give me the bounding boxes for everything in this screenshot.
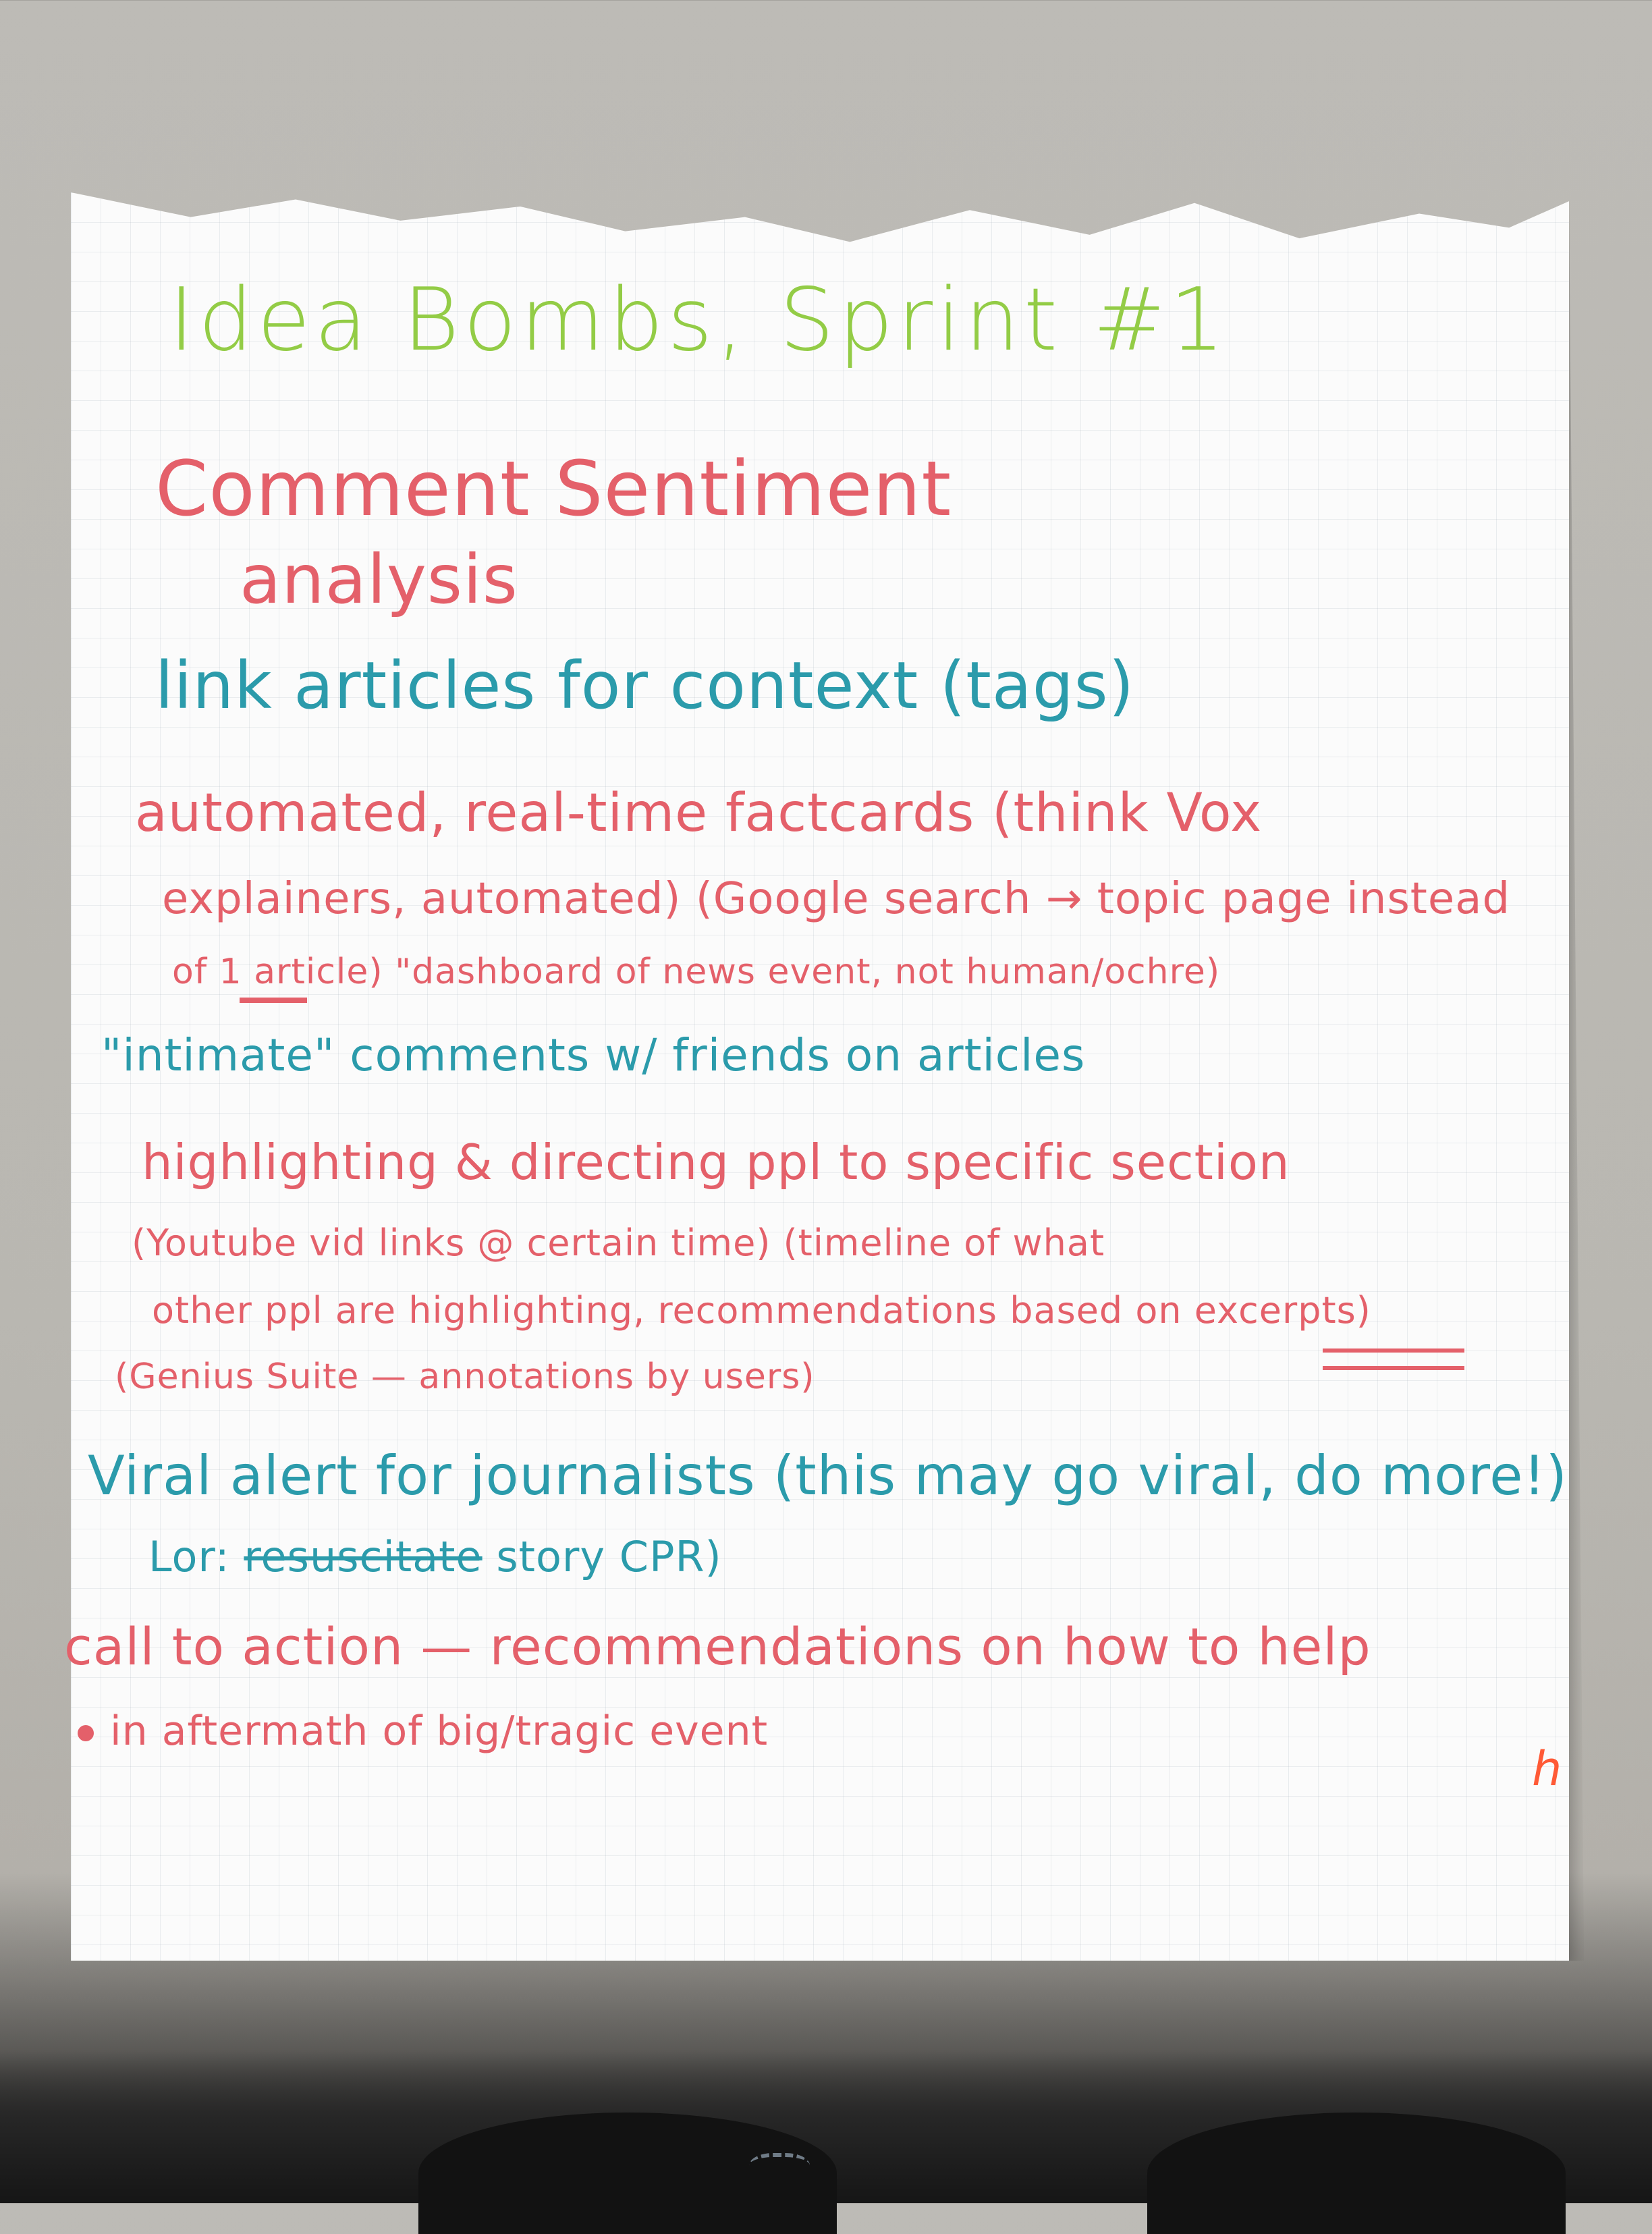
idea-comment-sentiment: Comment Sentiment bbox=[155, 445, 952, 533]
chart-paper bbox=[71, 192, 1569, 1961]
idea-link-articles: link articles for context (tags) bbox=[155, 648, 1135, 724]
struck-word: resuscitate bbox=[244, 1532, 483, 1581]
idea-comment-sentiment-cont: analysis bbox=[240, 540, 518, 619]
author-initials: h bbox=[1532, 1741, 1563, 1797]
idea-call-to-action: call to action — recommendations on how … bbox=[64, 1616, 1371, 1677]
idea-intimate-comments: "intimate" comments w/ friends on articl… bbox=[101, 1029, 1086, 1081]
bullet-dot-icon bbox=[78, 1725, 94, 1742]
idea-highlighting: highlighting & directing ppl to specific… bbox=[142, 1134, 1290, 1191]
excerpts-underline bbox=[1323, 1348, 1464, 1370]
shoe-right bbox=[1147, 2113, 1566, 2234]
underline-mark bbox=[240, 998, 307, 1003]
idea-factcards: automated, real-time factcards (think Vo… bbox=[135, 783, 1263, 844]
idea-highlighting-cont-3: (Genius Suite — annotations by users) bbox=[115, 1357, 815, 1397]
idea-call-to-action-cont: in aftermath of big/tragic event bbox=[78, 1708, 768, 1755]
idea-factcards-cont-2: of 1 article) "dashboard of news event, … bbox=[172, 952, 1221, 992]
idea-viral-alert-cont: Lor: resuscitate story CPR) bbox=[148, 1532, 722, 1581]
idea-viral-alert: Viral alert for journalists (this may go… bbox=[88, 1444, 1568, 1507]
viral-suffix: story CPR) bbox=[482, 1532, 722, 1581]
shoe-lace bbox=[749, 2153, 810, 2184]
idea-factcards-cont-1: explainers, automated) (Google search → … bbox=[162, 874, 1511, 924]
cta-cont-text: in aftermath of big/tragic event bbox=[110, 1708, 769, 1755]
idea-highlighting-cont-2: other ppl are highlighting, recommendati… bbox=[152, 1289, 1371, 1332]
poster-title: Idea Bombs, Sprint #1 bbox=[169, 270, 1229, 371]
idea-highlighting-cont-1: (Youtube vid links @ certain time) (time… bbox=[132, 1222, 1105, 1264]
viral-prefix: Lor: bbox=[148, 1532, 244, 1581]
